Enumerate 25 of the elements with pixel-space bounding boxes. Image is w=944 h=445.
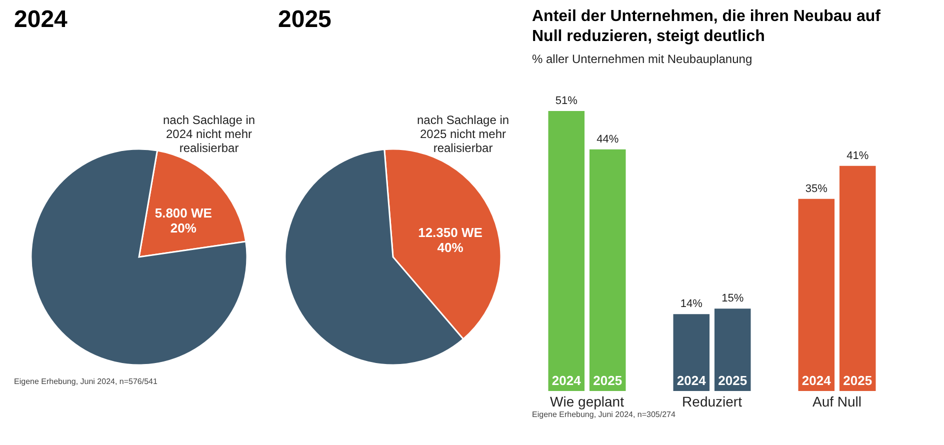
slice-label: nach Sachlage in 2025 nicht mehr realisierbar bbox=[416, 113, 510, 155]
series-label: 2024 bbox=[552, 373, 582, 388]
data-label: 12.350 WE 40% bbox=[418, 225, 483, 256]
x-tick-label: Reduziert bbox=[682, 394, 742, 410]
x-tick-label: Auf Null bbox=[812, 394, 862, 410]
text: Eigene Erhebung, Juni 2024, n=576/541 bbox=[14, 377, 158, 386]
chart-title: 2024 bbox=[676, 373, 706, 388]
text: Eigene Erhebung, Juni 2024, n=305/274 bbox=[532, 410, 676, 419]
chart-subtitle: % aller Unternehmen mit Neubauplanung bbox=[532, 52, 752, 66]
x-tick-label: Wie geplant bbox=[550, 394, 624, 410]
data-label: 5.800 WE 20% bbox=[154, 206, 212, 236]
data-label: 51% bbox=[555, 95, 578, 107]
chart-title: 2025 bbox=[278, 6, 332, 33]
series-label: 2025 bbox=[593, 373, 622, 388]
data-label: 15% bbox=[722, 292, 744, 305]
chart-title: 2025 bbox=[843, 373, 872, 388]
data-label: 14% bbox=[680, 298, 703, 310]
chart-title: Anteil der Unternehmen, die ihren Neubau auf Null reduzieren, steigt deutlich bbox=[532, 8, 882, 45]
chart-title: 2024 bbox=[14, 6, 68, 33]
data-label: 41% bbox=[846, 150, 869, 162]
chart-title: 2024 bbox=[802, 373, 831, 388]
data-label: 44% bbox=[596, 133, 619, 146]
data-label: 35% bbox=[805, 182, 828, 195]
chart-title: 2025 bbox=[718, 373, 748, 388]
slice-label: nach Sachlage in 2024 nicht mehr realisierbar bbox=[162, 113, 256, 155]
